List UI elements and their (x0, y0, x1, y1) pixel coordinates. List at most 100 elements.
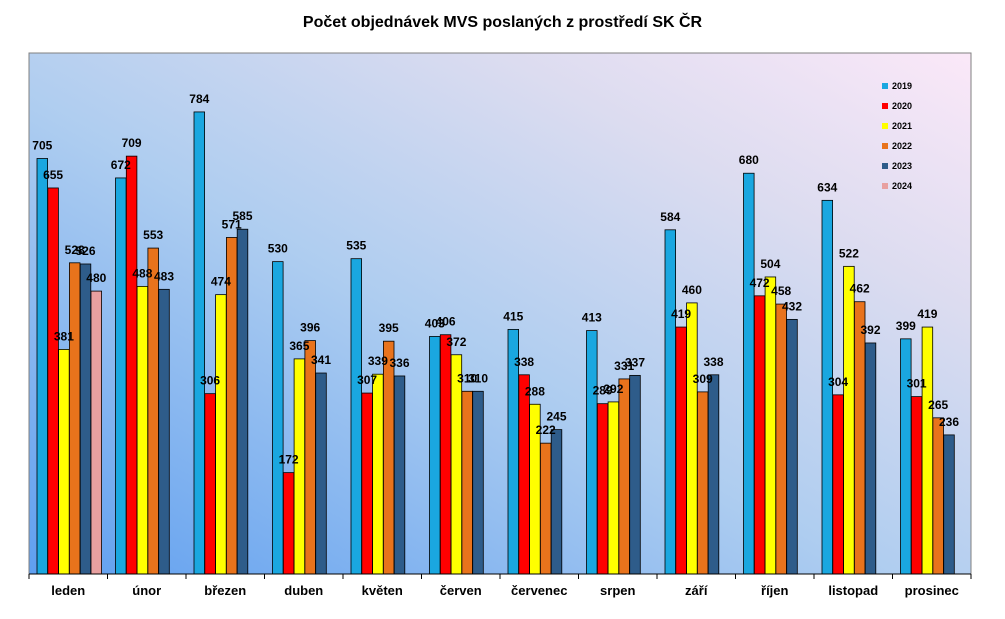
data-label-2023-0: 526 (75, 244, 95, 258)
data-label-2021-0: 381 (54, 329, 74, 343)
data-label-2020-10: 304 (828, 375, 848, 389)
data-label-2019-10: 634 (817, 180, 837, 194)
bar-2023-4 (393, 375, 406, 575)
x-tick-label-7: srpen (600, 583, 635, 598)
data-label-2023-8: 338 (703, 355, 723, 369)
legend-swatch-2021 (882, 123, 888, 129)
bar-2019-9 (743, 172, 755, 575)
bar-2022-0 (69, 262, 81, 575)
data-label-2019-5: 403 (425, 316, 445, 330)
data-label-2022-6: 222 (536, 423, 556, 437)
bar-2021-8 (686, 302, 698, 575)
data-label-2022-5: 310 (457, 371, 477, 385)
bar-2021-4 (372, 373, 384, 575)
data-label-2019-3: 530 (268, 242, 288, 256)
data-label-2022-1: 553 (143, 228, 163, 242)
x-tick-label-9: říjen (761, 583, 789, 598)
data-label-2023-9: 432 (782, 299, 802, 313)
data-label-2020-9: 472 (750, 276, 770, 290)
data-label-2020-0: 655 (43, 168, 63, 182)
bar-2023-8 (707, 374, 720, 575)
bar-2022-9 (775, 303, 787, 575)
bar-2022-10 (854, 301, 866, 575)
bar-2023-1 (158, 288, 170, 575)
data-label-2022-4: 395 (379, 321, 399, 335)
bar-2022-7 (618, 378, 630, 575)
data-label-2021-6: 288 (525, 384, 545, 398)
bar-2021-0 (58, 349, 70, 575)
x-tick-label-1: únor (132, 583, 161, 598)
data-label-2019-6: 415 (503, 309, 523, 323)
bar-2019-8 (664, 229, 677, 575)
bar-2023-11 (943, 434, 955, 575)
data-label-2021-8: 460 (682, 283, 702, 297)
x-tick-label-10: listopad (828, 583, 878, 598)
legend-label-2022: 2022 (892, 141, 912, 151)
bar-2022-4 (382, 340, 395, 575)
x-tick-label-2: březen (204, 583, 246, 598)
bar-2019-0 (36, 158, 49, 575)
data-label-2019-11: 399 (896, 319, 916, 333)
data-label-2020-11: 301 (907, 377, 927, 391)
bar-2020-2 (204, 393, 216, 575)
bar-2020-6 (518, 374, 530, 575)
bar-2023-6 (550, 429, 563, 575)
bar-2019-7 (586, 330, 598, 575)
bar-2022-3 (304, 340, 316, 575)
bar-2020-10 (832, 394, 844, 575)
data-label-2021-10: 522 (839, 246, 859, 260)
bar-2021-5 (450, 354, 463, 575)
bar-2019-2 (193, 111, 206, 575)
legend-swatch-2020 (882, 103, 888, 109)
data-label-2020-1: 709 (122, 136, 142, 150)
data-label-2019-4: 535 (346, 239, 366, 253)
bar-2023-0 (79, 263, 92, 575)
bar-2023-3 (315, 372, 327, 575)
chart-title: Počet objednávek MVS poslaných z prostře… (302, 14, 703, 31)
data-label-2022-0: 528 (65, 243, 85, 257)
bar-2020-3 (282, 472, 295, 575)
data-label-2021-5: 372 (446, 335, 466, 349)
bar-2022-6 (540, 442, 552, 575)
x-tick-label-8: září (685, 583, 708, 598)
legend-label-2024: 2024 (892, 181, 912, 191)
bar-2019-4 (350, 258, 363, 575)
data-label-2020-7: 289 (593, 384, 613, 398)
data-label-2022-10: 462 (850, 282, 870, 296)
data-label-2021-9: 504 (760, 257, 780, 271)
bar-2023-9 (786, 318, 798, 575)
bars-layer (36, 111, 955, 575)
data-label-2020-2: 306 (200, 374, 220, 388)
legend-label-2021: 2021 (892, 121, 912, 131)
data-label-2021-3: 365 (289, 339, 309, 353)
bar-2020-11 (910, 396, 923, 575)
legend-label-2023: 2023 (892, 161, 912, 171)
bar-2021-9 (764, 276, 777, 575)
data-label-2020-6: 338 (514, 355, 534, 369)
legend: 2019 2020 2021 2022 2023 2024 (882, 81, 912, 191)
data-label-2022-3: 396 (300, 321, 320, 335)
bar-2022-8 (697, 391, 709, 575)
data-label-2024-0: 480 (86, 271, 106, 285)
data-label-2022-7: 331 (614, 359, 634, 373)
data-label-2021-7: 292 (603, 382, 623, 396)
data-label-2020-5: 406 (436, 315, 456, 329)
x-tick-label-3: duben (284, 583, 323, 598)
bar-2020-9 (753, 295, 766, 575)
plot-area (28, 52, 972, 575)
legend-swatch-2023 (882, 163, 888, 169)
bar-2019-1 (115, 177, 127, 575)
data-label-2022-8: 309 (693, 372, 713, 386)
data-label-2021-1: 488 (132, 266, 152, 280)
bar-2020-7 (596, 403, 609, 575)
bar-2021-1 (136, 285, 149, 575)
bar-2020-8 (675, 326, 687, 575)
bar-2023-2 (236, 228, 249, 575)
data-label-2020-8: 419 (671, 307, 691, 321)
legend-swatch-2022 (882, 143, 888, 149)
x-tick-label-6: červenec (511, 583, 567, 598)
data-label-2019-7: 413 (582, 311, 602, 325)
bar-2023-5 (472, 390, 484, 575)
